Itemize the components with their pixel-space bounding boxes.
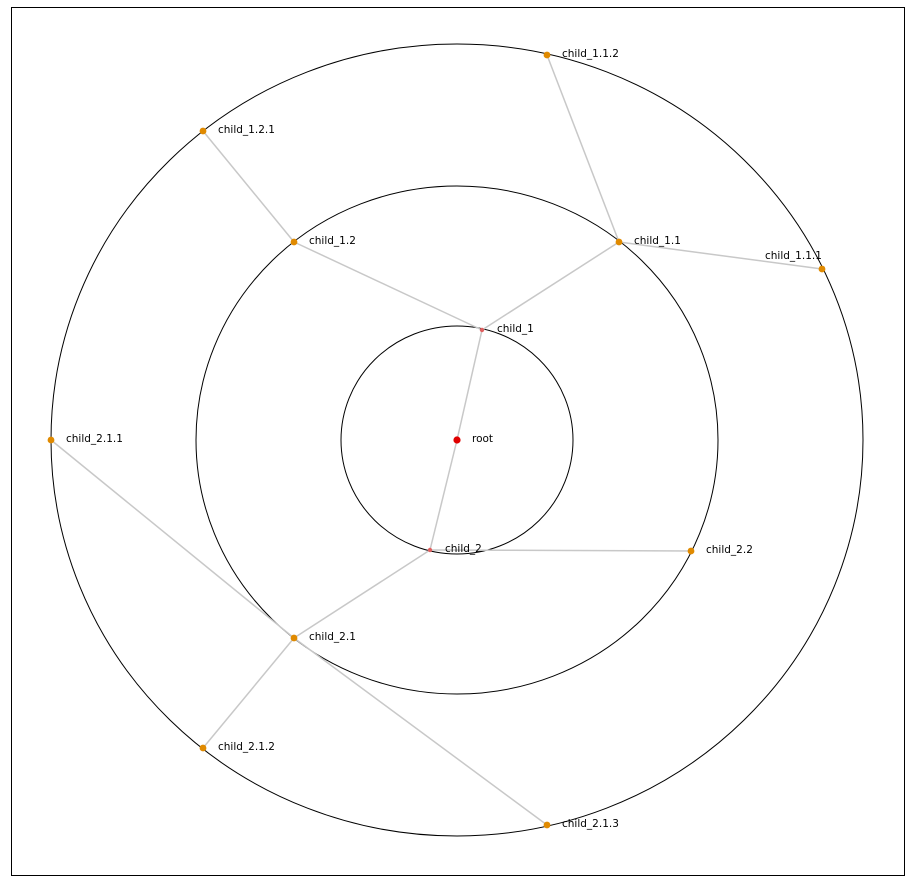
edge-root-to-child_1 bbox=[456, 329, 483, 441]
edge-child_1-to-child_1.1 bbox=[481, 241, 620, 331]
node-label-child_2: child_2 bbox=[445, 543, 482, 555]
node-label-child_1.1.1: child_1.1.1 bbox=[765, 250, 822, 262]
node-child_1.2.1 bbox=[199, 127, 207, 135]
node-child_2.1.3 bbox=[543, 821, 551, 829]
node-child_2.1 bbox=[290, 634, 298, 642]
tree-edges bbox=[50, 54, 823, 826]
node-child_1.2 bbox=[290, 238, 298, 246]
node-label-child_2.1.1: child_2.1.1 bbox=[66, 433, 123, 445]
tree-nodes bbox=[47, 51, 826, 829]
edge-child_2.1-to-child_2.1.3 bbox=[293, 637, 548, 826]
node-label-child_1.1.2: child_1.1.2 bbox=[562, 48, 619, 60]
node-child_1 bbox=[479, 327, 485, 333]
edge-child_1.2-to-child_1.2.1 bbox=[202, 130, 295, 243]
node-child_1.1 bbox=[615, 238, 623, 246]
node-label-child_2.2: child_2.2 bbox=[706, 544, 753, 556]
node-label-child_2.1.2: child_2.1.2 bbox=[218, 741, 275, 753]
node-label-child_1.1: child_1.1 bbox=[634, 235, 681, 247]
node-child_2.1.2 bbox=[199, 744, 207, 752]
edge-child_1.1-to-child_1.1.2 bbox=[546, 54, 620, 243]
level-ring-2 bbox=[195, 185, 719, 695]
node-label-child_2.1: child_2.1 bbox=[309, 631, 356, 643]
node-child_2 bbox=[427, 547, 433, 553]
node-child_1.1.1 bbox=[818, 265, 826, 273]
node-label-root: root bbox=[472, 433, 493, 445]
node-root bbox=[453, 436, 461, 444]
edge-child_1.1-to-child_1.1.1 bbox=[618, 241, 823, 270]
node-labels: rootchild_1child_2child_1.1child_1.2chil… bbox=[66, 48, 822, 830]
edge-child_2-to-child_2.1 bbox=[293, 549, 431, 639]
level-ring-1 bbox=[340, 325, 574, 555]
node-label-child_2.1.3: child_2.1.3 bbox=[562, 818, 619, 830]
plot-frame bbox=[11, 7, 905, 876]
edge-child_1-to-child_1.2 bbox=[293, 241, 483, 331]
node-label-child_1: child_1 bbox=[497, 323, 534, 335]
node-child_2.2 bbox=[687, 547, 695, 555]
edge-child_2-to-child_2.2 bbox=[429, 549, 692, 552]
node-label-child_1.2.1: child_1.2.1 bbox=[218, 124, 275, 136]
edge-root-to-child_2 bbox=[429, 439, 458, 551]
node-child_1.1.2 bbox=[543, 51, 551, 59]
node-child_2.1.1 bbox=[47, 436, 55, 444]
edge-child_2.1-to-child_2.1.2 bbox=[202, 637, 295, 749]
node-label-child_1.2: child_1.2 bbox=[309, 235, 356, 247]
edge-child_2.1-to-child_2.1.1 bbox=[50, 439, 295, 639]
